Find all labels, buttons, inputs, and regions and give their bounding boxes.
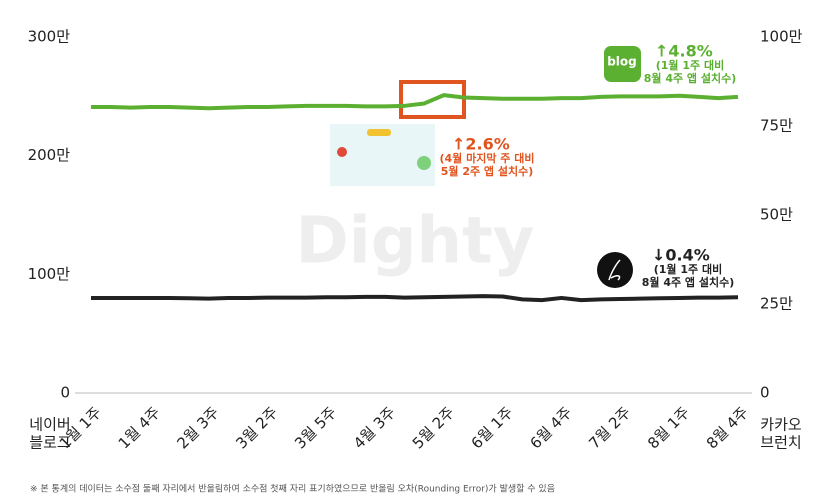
x-tick-label: 8월 1주 [644,403,693,452]
annotation-note: 5월 2주 앱 설치수) [441,164,534,178]
yticks-label: 100만 [28,265,71,283]
series-line [91,93,739,111]
y2ticks-label: 0 [760,384,770,402]
thumbnail-badge [367,129,391,136]
y2-axis-label: 카카오 [760,416,802,434]
yticks-label: 0 [60,384,70,402]
annotation-note: 8월 4주 앱 설치수) [642,275,735,289]
x-tick-label: 6월 1주 [468,403,517,452]
y2ticks-label: 50만 [760,206,793,224]
x-tick-label: 4월 3주 [350,403,399,452]
footnote: ※ 본 통계의 데이터는 소수점 둘째 자리에서 반올림하여 소수점 첫째 자리… [30,483,555,495]
annotation-value: ↓0.4% [652,246,710,265]
series-line [91,294,739,303]
x-tick-label: 8월 4주 [703,403,752,452]
y2ticks-label: 100만 [760,28,803,46]
x-tick-label: 3월 5주 [291,403,340,452]
annotation-value: ↑4.8% [655,42,713,61]
x-tick-label: 3월 2주 [232,403,281,452]
brunch-icon-glyph [608,259,621,281]
y-axis-label: 블로그 [29,434,70,452]
annotation-note: (4월 마지막 주 대비 [439,151,534,165]
annotation-value: ↑2.6% [452,135,510,154]
x-tick-label: 1월 4주 [115,403,164,452]
watermark: Dighty [296,205,535,279]
thumbnail-heart [337,147,347,157]
yticks-label: 300만 [28,28,71,46]
x-tick-label: 2월 3주 [174,403,223,452]
thumbnail-face [417,156,431,170]
y-axis-label: 네이버 [29,416,70,434]
y2ticks-label: 25만 [760,295,793,313]
x-tick-label: 6월 4주 [526,403,575,452]
brunch-icon [597,252,633,288]
annotation-note: 8월 4주 앱 설치수) [644,71,737,85]
annotation-note: (1월 1주 대비 [656,58,724,72]
x-tick-label: 7월 2주 [585,403,634,452]
y2ticks-label: 75만 [760,117,793,135]
yticks-label: 200만 [28,146,71,164]
blog-icon-label: blog [607,55,637,69]
x-tick-label: 5월 2주 [409,403,458,452]
y2-axis-label: 브런치 [760,434,801,452]
annotation-note: (1월 1주 대비 [654,262,722,276]
blog-icon [604,46,641,82]
